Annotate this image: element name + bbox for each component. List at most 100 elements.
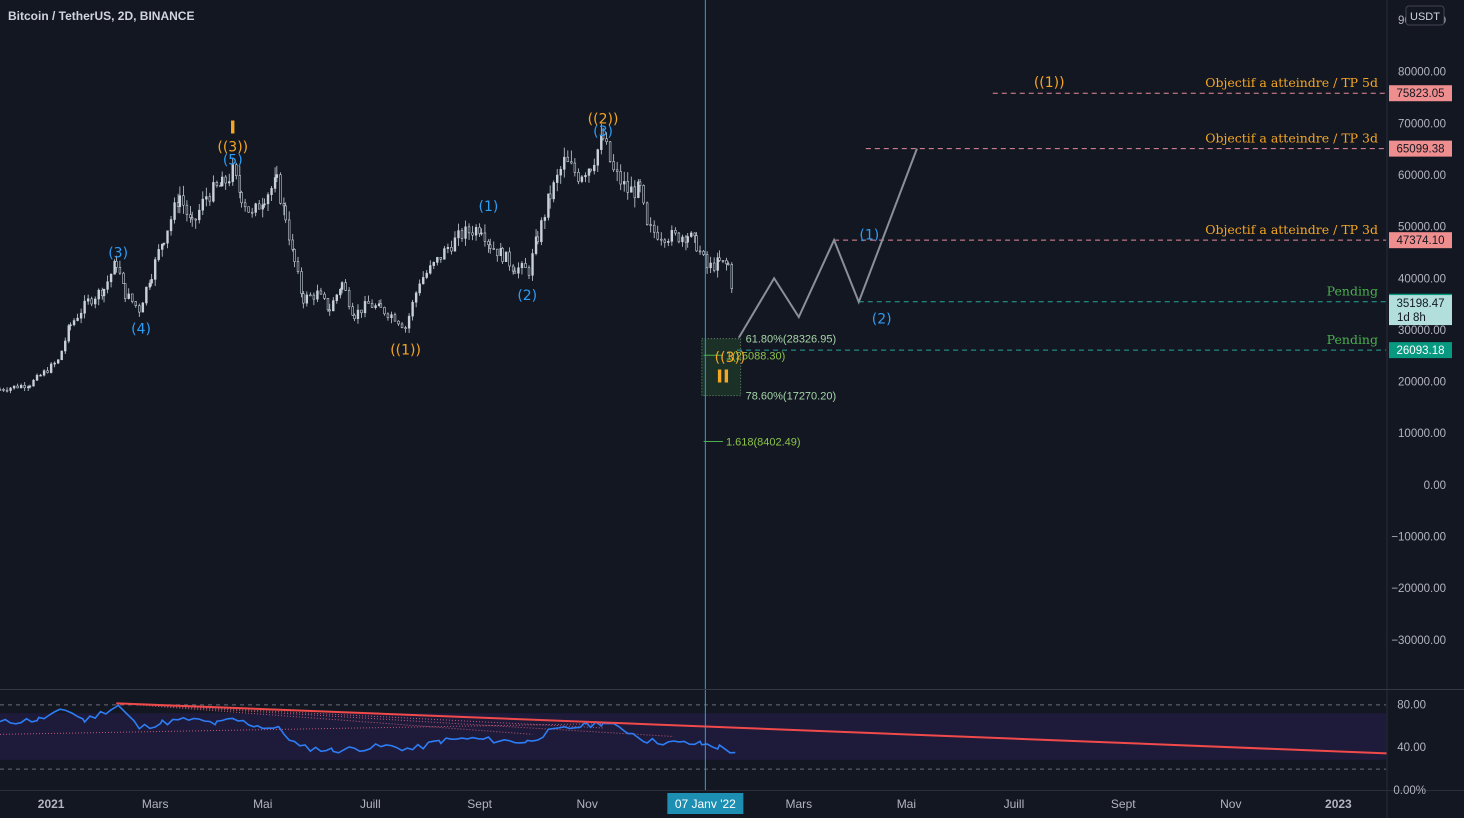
candle-body bbox=[127, 293, 130, 299]
candle-body bbox=[439, 257, 443, 260]
candle-body bbox=[630, 186, 633, 193]
candle-body bbox=[328, 309, 331, 312]
candle-body bbox=[275, 174, 279, 178]
candle-body bbox=[86, 298, 90, 302]
candle-body bbox=[178, 195, 182, 208]
time-tick-label: 2021 bbox=[38, 797, 65, 811]
projection-path bbox=[737, 148, 918, 339]
candle-body bbox=[309, 294, 312, 297]
candle-body bbox=[201, 198, 204, 211]
price-axis-background bbox=[1387, 0, 1464, 818]
candle-body bbox=[418, 283, 421, 294]
candle-body bbox=[566, 156, 570, 162]
candle-body bbox=[517, 267, 520, 274]
currency-button[interactable]: USDT bbox=[1405, 5, 1445, 26]
candle-body bbox=[347, 290, 351, 307]
candle-body bbox=[453, 237, 457, 252]
candle-body bbox=[718, 257, 721, 261]
fib-level-label: 61.80%(28326.95) bbox=[746, 334, 837, 346]
candle-body bbox=[429, 265, 432, 274]
target-price-badge-text: 65099.38 bbox=[1397, 144, 1445, 156]
candle-body bbox=[540, 220, 543, 243]
target-price-badge-text: 75823.05 bbox=[1397, 88, 1445, 100]
time-tick-label: Nov bbox=[1220, 797, 1241, 811]
candle-body bbox=[464, 226, 467, 239]
candle-body bbox=[612, 161, 615, 171]
candle-body bbox=[496, 248, 499, 257]
current-price-badge bbox=[1389, 295, 1452, 326]
currency-button-label[interactable]: USDT bbox=[1410, 11, 1440, 23]
elliott-wave-label: II bbox=[716, 367, 729, 388]
candle-body bbox=[238, 175, 242, 193]
candle-body bbox=[450, 247, 453, 252]
price-tick-label: −30000.00 bbox=[1391, 635, 1446, 647]
candle-body bbox=[589, 168, 592, 172]
candle-body bbox=[552, 182, 555, 200]
candle-body bbox=[153, 259, 157, 280]
candle-body bbox=[709, 262, 712, 269]
candle-body bbox=[605, 138, 608, 143]
candle-body bbox=[351, 306, 354, 316]
candle-body bbox=[580, 176, 584, 182]
candle-body bbox=[83, 300, 86, 314]
price-tick-label: 50000.00 bbox=[1398, 222, 1446, 234]
elliott-wave-label: (2) bbox=[872, 311, 892, 327]
candle-body bbox=[527, 267, 531, 276]
candle-body bbox=[339, 289, 342, 296]
candle-body bbox=[721, 260, 725, 262]
candle-body bbox=[645, 202, 649, 225]
candle-body bbox=[356, 309, 360, 319]
rsi-tick-label: 40.00 bbox=[1397, 742, 1426, 754]
candle-body bbox=[162, 242, 166, 245]
time-tick-label: Sept bbox=[467, 797, 492, 811]
price-tick-label: 80000.00 bbox=[1398, 67, 1446, 79]
candle-body bbox=[390, 314, 393, 319]
elliott-wave-label: (3) bbox=[108, 246, 128, 262]
price-tick-label: −10000.00 bbox=[1391, 532, 1446, 544]
candle-body bbox=[228, 181, 231, 184]
candle-body bbox=[457, 230, 460, 239]
candle-body bbox=[637, 181, 640, 198]
candle-body bbox=[56, 359, 60, 364]
candle-body bbox=[596, 149, 599, 166]
time-tick-label: Mai bbox=[897, 797, 916, 811]
candle-body bbox=[633, 186, 637, 198]
candle-body bbox=[131, 293, 134, 302]
candle-body bbox=[67, 325, 70, 342]
candle-body bbox=[698, 250, 702, 253]
symbol-title[interactable]: Bitcoin / TetherUS, 2D, BINANCE bbox=[8, 9, 194, 23]
price-badges-layer: 75823.0565099.3847374.1035454.6726093.18… bbox=[1389, 85, 1452, 359]
pending-level-text: Pending bbox=[1327, 332, 1378, 347]
candle-body bbox=[667, 241, 670, 243]
candle-body bbox=[686, 236, 689, 243]
candle-body bbox=[619, 171, 622, 185]
elliott-wave-label: ((3)) bbox=[715, 350, 746, 366]
candle-body bbox=[97, 289, 100, 300]
candle-body bbox=[296, 261, 300, 272]
candle-body bbox=[150, 279, 153, 284]
candle-body bbox=[478, 227, 481, 234]
rsi-fan-line bbox=[116, 702, 674, 737]
candle-body bbox=[623, 181, 626, 185]
candle-body bbox=[608, 141, 612, 162]
candle-body bbox=[693, 232, 696, 237]
currency-button-box[interactable] bbox=[1405, 5, 1445, 26]
candle-body bbox=[411, 301, 414, 317]
annotation-labels-layer: (3)(4)(5)((3))I((1))(1)(2)(3)((2))((3))I… bbox=[108, 75, 1064, 388]
candle-body bbox=[254, 203, 257, 213]
pending-level-text: Pending bbox=[1327, 284, 1378, 299]
candle-body bbox=[53, 362, 56, 365]
candle-body bbox=[60, 350, 63, 361]
candle-body bbox=[570, 161, 573, 164]
candle-body bbox=[534, 236, 538, 254]
candle-body bbox=[712, 262, 716, 271]
candle-body bbox=[386, 313, 390, 319]
candle-body bbox=[649, 224, 652, 226]
candle-body bbox=[46, 370, 49, 373]
candle-body bbox=[508, 251, 511, 267]
candle-body bbox=[379, 303, 383, 308]
candle-body bbox=[501, 248, 504, 262]
candle-body bbox=[460, 230, 464, 239]
rsi-trendline bbox=[116, 702, 1394, 755]
